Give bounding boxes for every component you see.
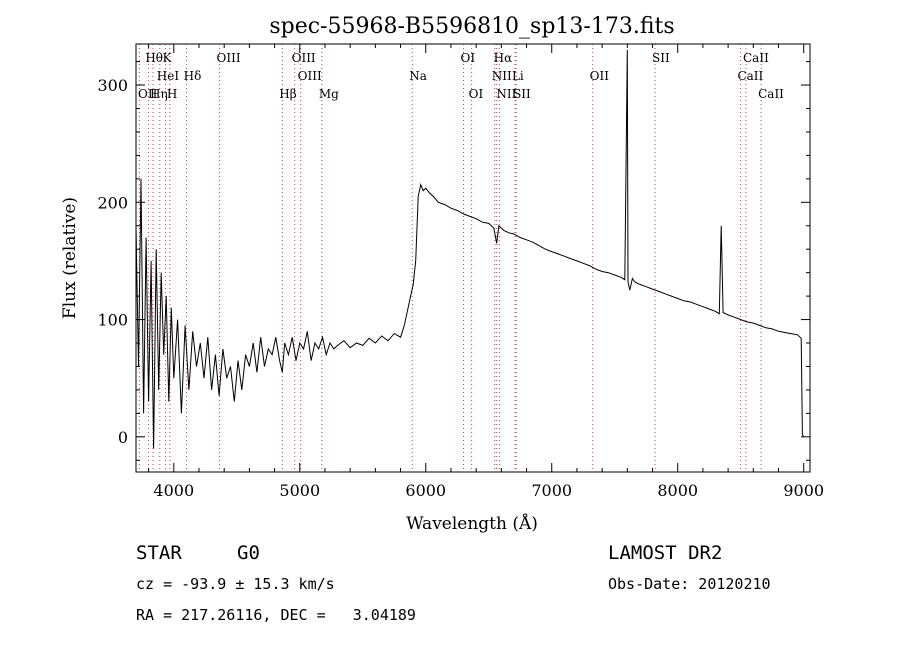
- cz-value: cz = -93.9 ± 15.3 km/s: [136, 575, 335, 593]
- line-label-0: Hθ: [145, 51, 163, 65]
- y-tick-label: 0: [118, 428, 128, 447]
- axis-ticks: 4000 5000 6000 7000 8000 9000 0 100 200 300: [97, 44, 824, 500]
- line-label-19: SII: [513, 87, 531, 101]
- line-label-9: OIII: [298, 69, 322, 83]
- object-type: STAR: [136, 542, 182, 564]
- line-label-5: Hη: [150, 87, 168, 101]
- plot-frame: [135, 43, 811, 473]
- line-label-14: OI: [469, 87, 484, 101]
- line-label-6: H: [167, 87, 177, 101]
- x-tick-label: 7000: [531, 481, 572, 500]
- line-label-4: OII: [138, 87, 158, 101]
- y-tick-label: 100: [97, 311, 128, 330]
- coordinates: RA = 217.26116, DEC = 3.04189: [136, 606, 416, 624]
- obs-date: Obs-Date: 20120210: [608, 575, 771, 593]
- line-label-7: OIII: [217, 51, 241, 65]
- y-tick-label: 300: [97, 76, 128, 95]
- line-label-20: OII: [590, 69, 610, 83]
- chart-title: spec-55968-B5596810_sp13-173.fits: [269, 14, 674, 39]
- line-label-1: K: [162, 51, 172, 65]
- line-markers: [138, 44, 762, 472]
- line-label-3: Hδ: [184, 69, 202, 83]
- line-label-21: SII: [652, 51, 670, 65]
- line-label-23: CaII: [737, 69, 763, 83]
- line-label-22: CaII: [743, 51, 769, 65]
- x-axis-label: Wavelength (Å): [406, 513, 538, 534]
- spectrum-line-0: [135, 49, 805, 449]
- x-tick-label: 4000: [153, 481, 194, 500]
- x-tick-label: 9000: [783, 481, 824, 500]
- line-label-8: OIII: [292, 51, 316, 65]
- line-label-11: Mg: [319, 87, 339, 101]
- line-label-18: NII: [496, 87, 516, 101]
- y-axis-label: Flux (relative): [60, 197, 80, 319]
- x-tick-label: 6000: [405, 481, 446, 500]
- line-label-12: Na: [409, 69, 427, 83]
- survey-name: LAMOST DR2: [608, 542, 722, 564]
- subclass: G0: [237, 542, 260, 564]
- line-label-17: Li: [512, 69, 524, 83]
- line-label-2: HeI: [157, 69, 180, 83]
- spectrum-series: [135, 49, 805, 449]
- line-label-13: OI: [461, 51, 476, 65]
- line-label-24: CaII: [758, 87, 784, 101]
- x-tick-label: 5000: [279, 481, 320, 500]
- line-label-15: Hα: [494, 51, 513, 65]
- x-tick-label: 8000: [657, 481, 698, 500]
- line-label-16: NII: [492, 69, 512, 83]
- y-tick-label: 200: [97, 193, 128, 212]
- line-label-10: Hβ: [279, 87, 296, 101]
